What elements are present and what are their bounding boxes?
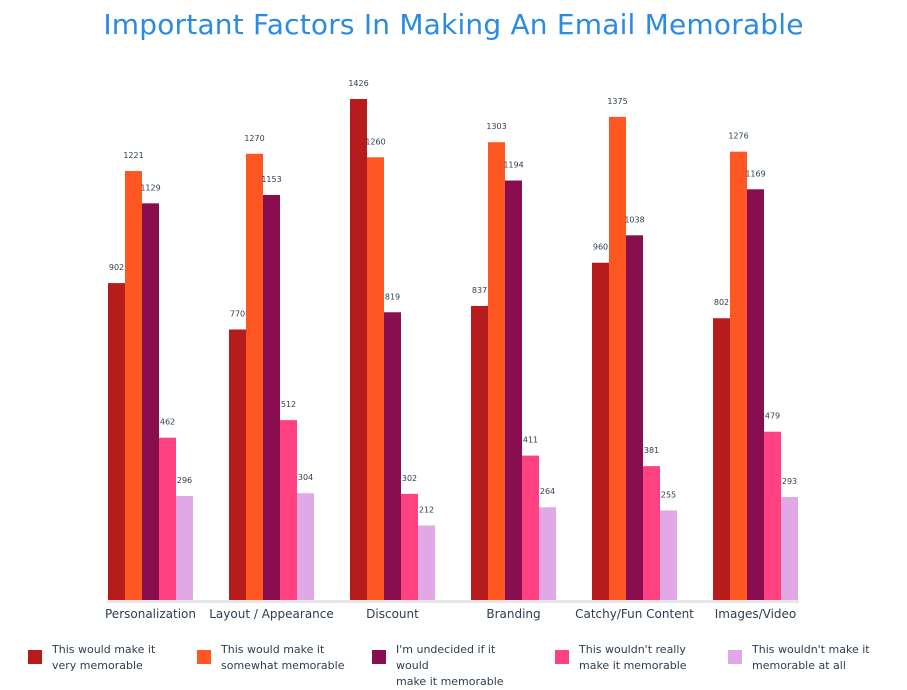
value-label: 1426 (348, 79, 368, 88)
legend-label: This wouldn't really make it memorable (579, 642, 709, 674)
bar (280, 420, 297, 600)
value-label: 212 (419, 506, 434, 515)
legend-label-line: very memorable (52, 659, 143, 672)
legend-swatch (28, 650, 42, 664)
value-label: 304 (298, 473, 313, 482)
bar (125, 171, 142, 601)
value-label: 960 (593, 243, 608, 252)
category-label: Personalization (105, 607, 196, 621)
value-label: 802 (714, 298, 729, 307)
value-label: 302 (402, 474, 417, 483)
value-label: 1276 (728, 132, 748, 141)
legend-item: I'm undecided if it would make it memorab… (372, 642, 526, 690)
value-label: 819 (385, 292, 400, 301)
legend-swatch (728, 650, 742, 664)
bar (764, 431, 781, 600)
category-label: Discount (366, 607, 419, 621)
bar (384, 312, 401, 600)
value-label: 1153 (261, 175, 281, 184)
bar (159, 437, 176, 600)
bar (626, 235, 643, 601)
value-label: 1375 (607, 97, 627, 106)
category-label: Branding (486, 607, 540, 621)
value-label: 512 (281, 400, 296, 409)
bar (488, 142, 505, 601)
bar (108, 283, 125, 600)
category-label: Images/Video (715, 607, 797, 621)
legend-swatch (197, 650, 211, 664)
value-label: 296 (177, 476, 192, 485)
bar (263, 194, 280, 600)
legend-swatch (555, 650, 569, 664)
category-label: Catchy/Fun Content (575, 607, 694, 621)
value-label: 1270 (244, 134, 264, 143)
legend-label-line: make it memorable (396, 675, 504, 688)
bar (643, 466, 660, 600)
value-label: 902 (109, 263, 124, 272)
category-label: Layout / Appearance (209, 607, 334, 621)
bar (730, 151, 747, 600)
value-label: 293 (782, 477, 797, 486)
value-label: 1129 (140, 183, 160, 192)
legend-label-line: memorable at all (752, 659, 846, 672)
legend-item: This would make it very memorable (28, 642, 182, 674)
legend-swatch (372, 650, 386, 664)
bar (176, 496, 193, 600)
bar (142, 203, 159, 601)
bar (781, 497, 798, 600)
legend-label-line: This would make it (221, 643, 325, 656)
value-label: 1260 (365, 137, 385, 146)
legend-label: I'm undecided if it would make it memorab… (396, 642, 526, 690)
value-label: 1194 (503, 161, 523, 170)
bar (418, 525, 435, 600)
legend-label-line: This would make it (52, 643, 156, 656)
legend-item: This wouldn't really make it memorable (555, 642, 709, 674)
value-label: 264 (540, 487, 555, 496)
value-label: 462 (160, 418, 175, 427)
bar (297, 493, 314, 600)
value-label: 479 (765, 412, 780, 421)
legend-label: This wouldn't make it memorable at all (752, 642, 882, 674)
bar (713, 318, 730, 600)
legend-label-line: This wouldn't make it (752, 643, 870, 656)
bar (401, 493, 418, 600)
legend-item: This would make it somewhat memorable (197, 642, 351, 674)
bar (505, 180, 522, 601)
bar (367, 157, 384, 601)
value-label: 1169 (745, 169, 765, 178)
legend-label-line: make it memorable (579, 659, 687, 672)
bar (229, 329, 246, 600)
legend-label-line: This wouldn't really (579, 643, 686, 656)
bars-layer (108, 99, 798, 601)
bar (471, 305, 488, 600)
value-label: 837 (472, 286, 487, 295)
bar (522, 455, 539, 600)
bar (660, 510, 677, 600)
bar (609, 116, 626, 600)
bar (350, 99, 367, 600)
bar-chart: 902 1221 1129 462 296 770 1270 1153 512 304 1426 12… (105, 79, 799, 621)
value-label: 255 (661, 490, 676, 499)
category-labels-layer: Personalization Layout / Appearance Discou… (105, 607, 796, 621)
value-label: 411 (523, 436, 538, 445)
legend: This would make it very memorable This wou… (28, 642, 907, 688)
legend-item: This wouldn't make it memorable at all (728, 642, 882, 674)
value-label: 1221 (123, 151, 143, 160)
bar (246, 153, 263, 600)
value-labels-layer: 902 1221 1129 462 296 770 1270 1153 512 304 1426 12… (109, 79, 797, 515)
value-label: 770 (230, 309, 245, 318)
value-label: 381 (644, 446, 659, 455)
legend-label-line: somewhat memorable (221, 659, 345, 672)
chart-title: Important Factors In Making An Email Mem… (103, 8, 804, 41)
legend-label: This would make it very memorable (52, 642, 182, 674)
legend-label-line: I'm undecided if it would (396, 643, 496, 672)
bar (539, 507, 556, 600)
value-label: 1303 (486, 122, 506, 131)
bar (592, 262, 609, 600)
legend-label: This would make it somewhat memorable (221, 642, 351, 674)
value-label: 1038 (624, 215, 644, 224)
bar (747, 189, 764, 600)
